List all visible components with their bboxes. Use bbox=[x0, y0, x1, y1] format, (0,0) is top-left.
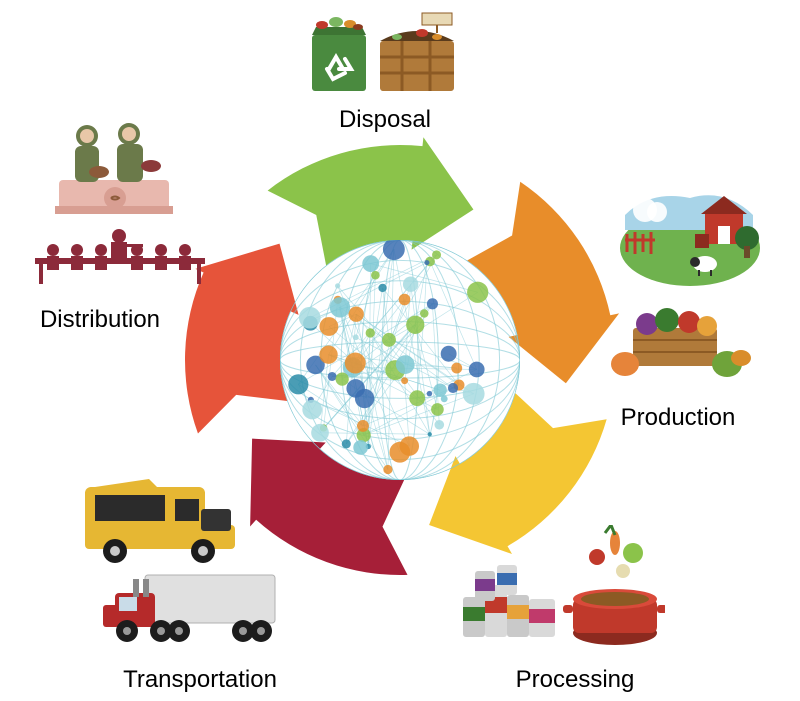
distribution-icon bbox=[25, 110, 215, 290]
distribution-label: Distribution bbox=[40, 306, 160, 334]
food-cycle-diagram: Disposal Production Processing Transport… bbox=[0, 0, 800, 701]
disposal-icon bbox=[302, 7, 462, 97]
arrow-production bbox=[268, 137, 474, 265]
processing-icon bbox=[455, 525, 665, 655]
disposal-label: Disposal bbox=[339, 106, 431, 134]
transportation-icon bbox=[75, 465, 295, 655]
production-label: Production bbox=[621, 404, 736, 432]
processing-label: Processing bbox=[516, 666, 635, 694]
production-icon bbox=[595, 180, 765, 380]
transportation-label: Transportation bbox=[123, 666, 277, 694]
